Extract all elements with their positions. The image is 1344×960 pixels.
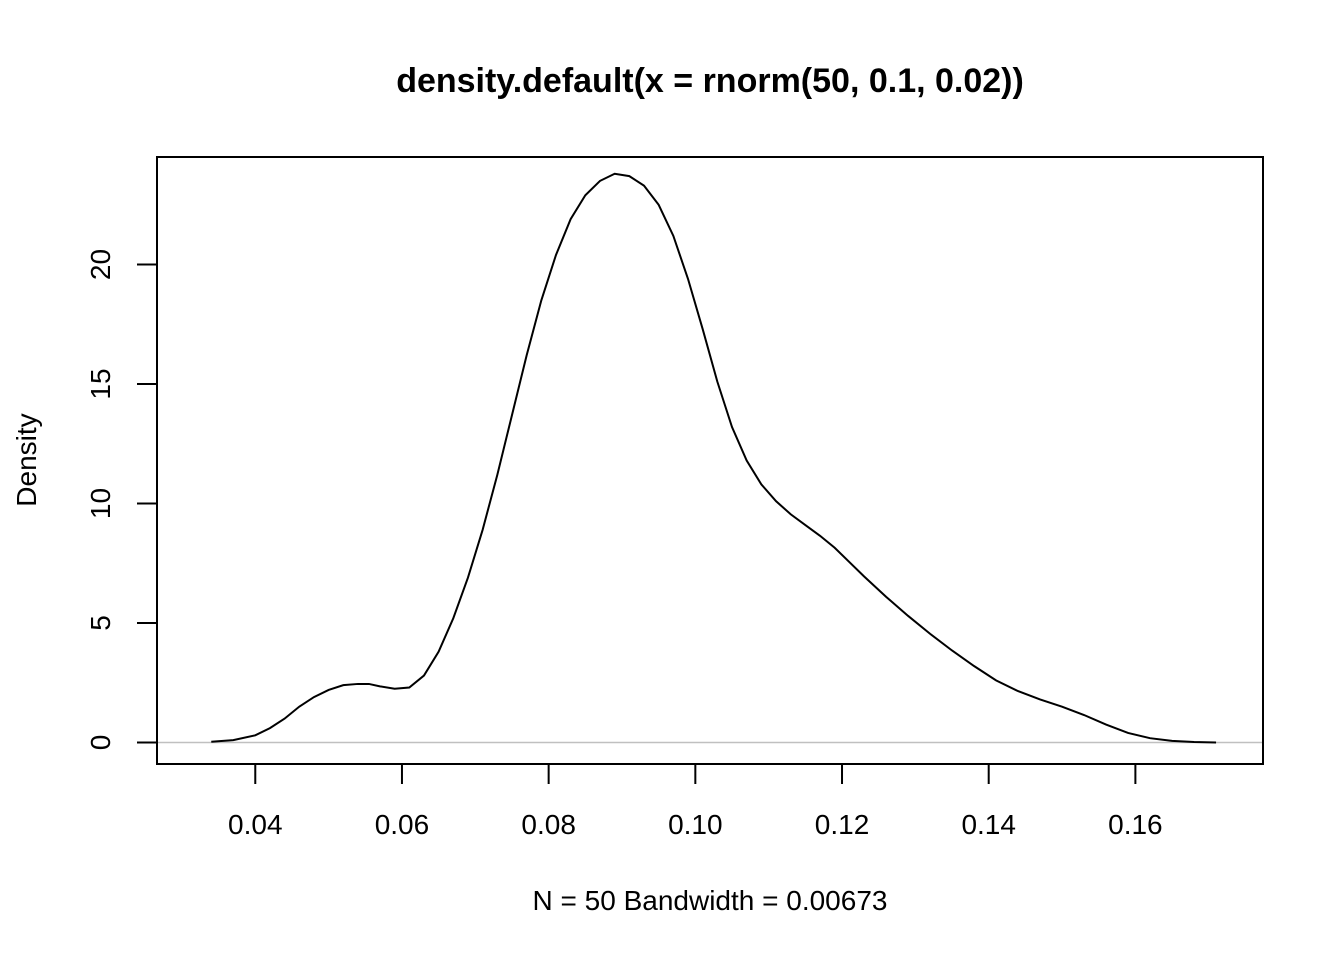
x-tick-label: 0.04 — [228, 809, 283, 840]
x-tick-label: 0.10 — [668, 809, 723, 840]
y-tick-label: 20 — [85, 249, 116, 280]
density-curve — [211, 172, 1217, 744]
x-tick-label: 0.08 — [521, 809, 576, 840]
x-tick-label: 0.14 — [961, 809, 1016, 840]
x-tick-label: 0.06 — [375, 809, 430, 840]
chart-title: density.default(x = rnorm(50, 0.1, 0.02)… — [396, 62, 1024, 100]
x-tick-label: 0.16 — [1108, 809, 1163, 840]
y-tick-label: 10 — [85, 488, 116, 519]
y-axis: 0 5 10 15 20 — [85, 249, 158, 751]
x-axis-label: N = 50 Bandwidth = 0.00673 — [533, 885, 888, 916]
y-axis-label: Density — [11, 413, 42, 506]
y-tick-label: 5 — [85, 615, 116, 631]
x-axis: 0.04 0.06 0.08 0.10 0.12 0.14 0.16 — [228, 763, 1163, 840]
y-tick-label: 0 — [85, 735, 116, 751]
y-tick-label: 15 — [85, 368, 116, 399]
x-tick-label: 0.12 — [815, 809, 870, 840]
